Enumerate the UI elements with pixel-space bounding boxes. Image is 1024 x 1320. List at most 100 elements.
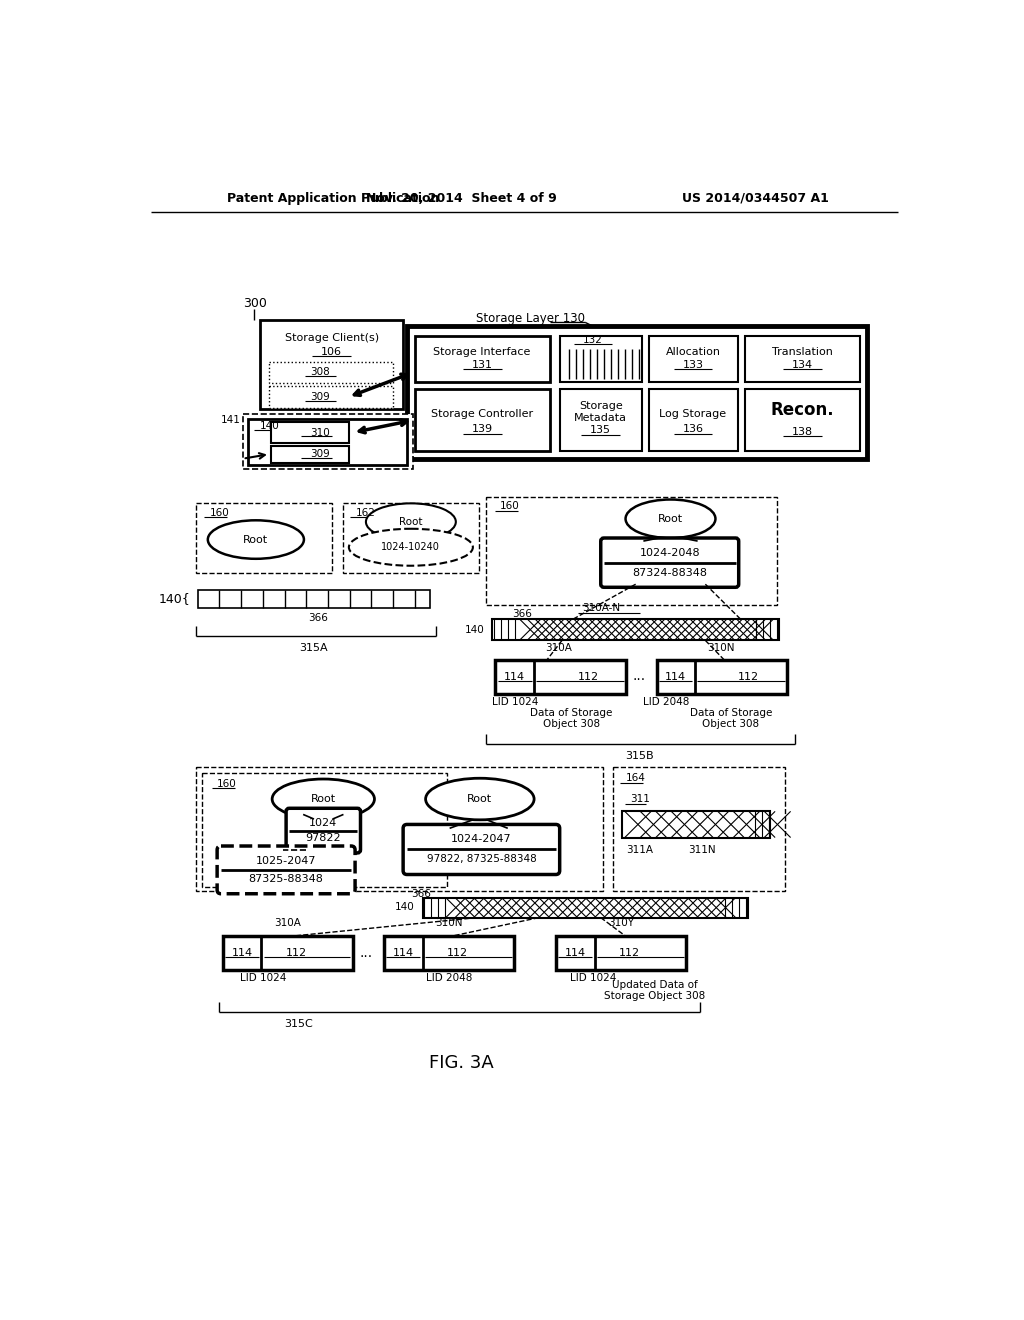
Ellipse shape bbox=[208, 520, 304, 558]
Text: 114: 114 bbox=[392, 948, 414, 958]
Text: 366: 366 bbox=[512, 610, 531, 619]
Bar bbox=[243, 414, 414, 470]
Text: Data of Storage: Data of Storage bbox=[690, 708, 772, 718]
Bar bbox=[493, 619, 779, 640]
Bar bbox=[269, 362, 393, 383]
Text: 1025-2047: 1025-2047 bbox=[256, 855, 316, 866]
Text: ...: ... bbox=[633, 669, 646, 682]
Text: Object 308: Object 308 bbox=[702, 718, 760, 729]
Bar bbox=[622, 812, 770, 838]
Text: 1024: 1024 bbox=[309, 818, 338, 828]
Text: 309: 309 bbox=[310, 392, 330, 403]
Text: Root: Root bbox=[399, 517, 423, 527]
Text: Log Storage: Log Storage bbox=[659, 409, 727, 418]
Text: 140{: 140{ bbox=[159, 593, 190, 606]
Bar bbox=[260, 321, 403, 409]
Text: 138: 138 bbox=[792, 426, 813, 437]
Text: 140: 140 bbox=[260, 421, 280, 432]
Bar bbox=[613, 767, 785, 891]
Bar bbox=[560, 389, 642, 451]
Text: 366: 366 bbox=[308, 612, 328, 623]
Text: LID 2048: LID 2048 bbox=[643, 697, 690, 708]
Text: 300: 300 bbox=[243, 297, 266, 310]
Text: 112: 112 bbox=[578, 672, 599, 682]
Text: 315C: 315C bbox=[284, 1019, 313, 1028]
Ellipse shape bbox=[426, 779, 535, 820]
Text: 315A: 315A bbox=[300, 643, 329, 653]
Text: 112: 112 bbox=[738, 672, 760, 682]
Text: 114: 114 bbox=[564, 948, 586, 958]
Text: 112: 112 bbox=[618, 948, 640, 958]
Text: Root: Root bbox=[658, 513, 683, 524]
Ellipse shape bbox=[272, 779, 375, 818]
Text: 112: 112 bbox=[286, 948, 307, 958]
Text: Storage: Storage bbox=[579, 401, 623, 412]
Bar bbox=[556, 936, 686, 970]
Bar bbox=[486, 498, 776, 605]
Text: Storage Client(s): Storage Client(s) bbox=[285, 333, 379, 343]
Text: 134: 134 bbox=[792, 360, 813, 370]
Bar bbox=[222, 936, 352, 970]
Text: 87325-88348: 87325-88348 bbox=[249, 874, 324, 884]
Text: Root: Root bbox=[310, 795, 336, 804]
Text: LID 1024: LID 1024 bbox=[241, 973, 287, 982]
Text: 131: 131 bbox=[472, 360, 493, 370]
Bar bbox=[271, 446, 349, 462]
Text: Recon.: Recon. bbox=[770, 401, 835, 420]
Ellipse shape bbox=[366, 503, 456, 540]
Text: 310A: 310A bbox=[274, 917, 301, 928]
Text: 366: 366 bbox=[411, 888, 431, 899]
Bar bbox=[248, 418, 407, 465]
Bar bbox=[198, 590, 430, 609]
Text: 315B: 315B bbox=[626, 751, 653, 760]
Bar bbox=[343, 503, 479, 573]
Text: 1024-2048: 1024-2048 bbox=[639, 548, 700, 557]
Text: 309: 309 bbox=[310, 449, 330, 459]
Text: 140: 140 bbox=[465, 624, 484, 635]
Text: 310A: 310A bbox=[545, 643, 571, 653]
Bar bbox=[197, 503, 332, 573]
Bar bbox=[415, 389, 550, 451]
Text: 141: 141 bbox=[220, 416, 241, 425]
Bar bbox=[269, 387, 393, 408]
Text: 135: 135 bbox=[590, 425, 611, 436]
FancyBboxPatch shape bbox=[403, 825, 560, 874]
Bar bbox=[271, 422, 349, 444]
Bar bbox=[744, 335, 859, 381]
FancyBboxPatch shape bbox=[217, 846, 355, 894]
Text: 310N: 310N bbox=[435, 917, 463, 928]
Text: 106: 106 bbox=[322, 347, 342, 358]
Text: Root: Root bbox=[467, 795, 493, 804]
Text: Storage Interface: Storage Interface bbox=[433, 347, 530, 358]
Text: 162: 162 bbox=[356, 508, 376, 517]
Text: 311N: 311N bbox=[688, 845, 716, 855]
Text: Storage Object 308: Storage Object 308 bbox=[604, 991, 706, 1001]
Text: LID 1024: LID 1024 bbox=[569, 973, 616, 982]
Text: Storage Layer 130: Storage Layer 130 bbox=[476, 312, 586, 325]
Bar bbox=[560, 335, 642, 381]
Text: 140: 140 bbox=[395, 902, 415, 912]
Bar bbox=[384, 936, 514, 970]
Text: 87324-88348: 87324-88348 bbox=[632, 568, 708, 578]
FancyBboxPatch shape bbox=[601, 539, 738, 587]
Bar bbox=[744, 389, 859, 451]
Bar bbox=[407, 326, 867, 459]
Text: 164: 164 bbox=[626, 774, 645, 783]
Text: 139: 139 bbox=[472, 425, 493, 434]
Text: LID 1024: LID 1024 bbox=[493, 697, 539, 708]
Text: Storage Controller: Storage Controller bbox=[431, 409, 534, 418]
Text: Patent Application Publication: Patent Application Publication bbox=[227, 191, 439, 205]
Ellipse shape bbox=[349, 529, 473, 566]
Text: Metadata: Metadata bbox=[574, 413, 628, 422]
Bar bbox=[656, 660, 786, 694]
Bar bbox=[496, 660, 626, 694]
Text: Nov. 20, 2014  Sheet 4 of 9: Nov. 20, 2014 Sheet 4 of 9 bbox=[366, 191, 557, 205]
Text: 97822, 87325-88348: 97822, 87325-88348 bbox=[427, 854, 537, 865]
Bar bbox=[649, 335, 738, 381]
Bar bbox=[649, 389, 738, 451]
Text: 160: 160 bbox=[217, 779, 237, 788]
Ellipse shape bbox=[626, 499, 716, 539]
Text: 310: 310 bbox=[310, 428, 330, 437]
Text: ...: ... bbox=[359, 946, 373, 960]
Text: 310N: 310N bbox=[708, 643, 734, 653]
